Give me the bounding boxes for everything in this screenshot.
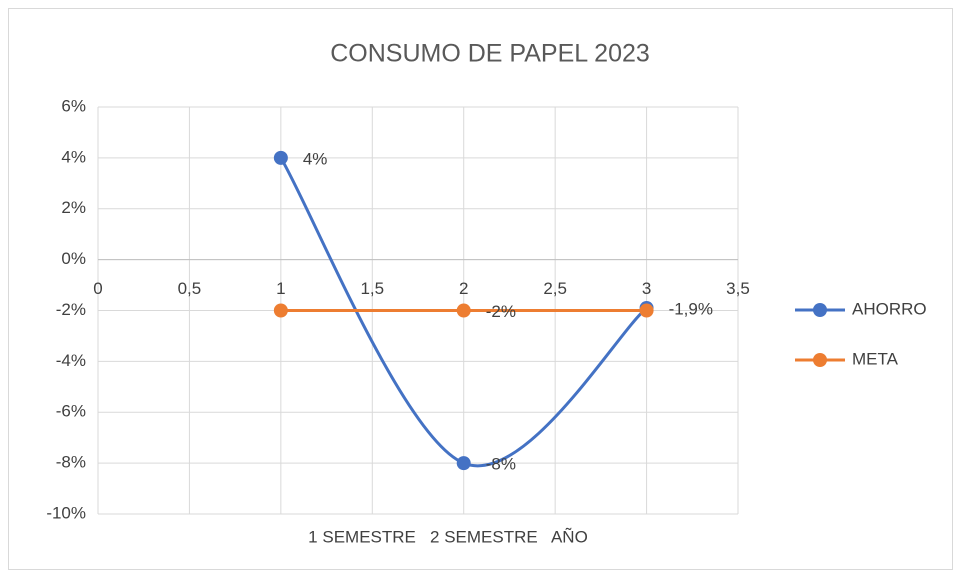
y-tick-label: -4% <box>56 351 86 370</box>
y-tick-label: 2% <box>61 198 86 217</box>
chart-title: CONSUMO DE PAPEL 2023 <box>330 40 650 68</box>
x-tick-label: 1,5 <box>360 279 384 298</box>
x-tick-label: 3 <box>642 279 651 298</box>
y-tick-label: -8% <box>56 453 86 472</box>
y-tick-label: 6% <box>61 96 86 115</box>
data-label: 4% <box>303 149 328 168</box>
data-label: -8% <box>486 455 516 474</box>
data-point <box>273 150 288 165</box>
x-tick-label: 0 <box>93 279 102 298</box>
y-tick-label: -2% <box>56 300 86 319</box>
x-tick-label: 1 <box>276 279 285 298</box>
x-tick-label: 2,5 <box>543 279 567 298</box>
data-label: -1,9% <box>669 299 713 318</box>
x-tick-label: 2 <box>459 279 468 298</box>
data-point <box>456 456 471 471</box>
y-tick-label: -10% <box>46 503 86 522</box>
y-tick-label: 4% <box>61 147 86 166</box>
chart-frame <box>8 8 953 570</box>
y-tick-label: 0% <box>61 249 86 268</box>
data-point <box>639 303 654 318</box>
x-tick-label: 3,5 <box>726 279 750 298</box>
legend-label: AHORRO <box>852 299 927 318</box>
legend-marker <box>813 303 827 317</box>
data-point <box>273 303 288 318</box>
data-label: -2% <box>486 302 516 321</box>
legend-label: META <box>852 349 899 368</box>
y-tick-label: -6% <box>56 402 86 421</box>
x-tick-label: 0,5 <box>178 279 202 298</box>
x-axis-label: 1 SEMESTRE 2 SEMESTRE AÑO <box>308 527 588 546</box>
legend-marker <box>813 353 827 367</box>
data-point <box>456 303 471 318</box>
